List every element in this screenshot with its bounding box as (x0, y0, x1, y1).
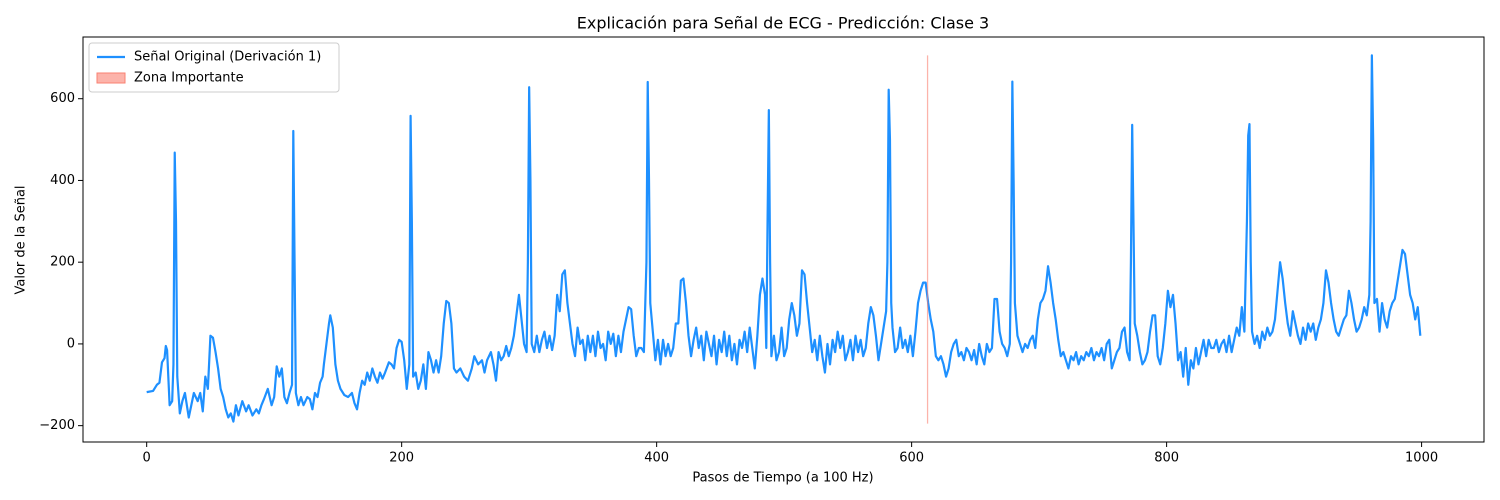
x-tick-label: 200 (389, 451, 414, 466)
y-axis-label: Valor de la Señal (14, 185, 29, 294)
legend-label: Señal Original (Derivación 1) (134, 50, 321, 65)
y-tick-label: 200 (50, 255, 75, 270)
signal-line (146, 54, 1422, 423)
legend-swatch (96, 72, 126, 84)
legend-box (88, 42, 340, 93)
x-tick-label: 400 (644, 451, 669, 466)
plot-area (146, 54, 1422, 424)
x-tick-label: 1000 (1405, 451, 1438, 466)
x-tick-label: 600 (899, 451, 924, 466)
x-tick-label: 800 (1154, 451, 1179, 466)
y-tick-label: −200 (39, 418, 75, 433)
axes-frame (82, 36, 1485, 443)
y-tick-label: 0 (67, 336, 75, 351)
y-tick-label: 600 (50, 91, 75, 106)
highlight-zone (926, 55, 929, 424)
x-axis-label: Pasos de Tiempo (a 100 Hz) (692, 471, 873, 486)
x-tick-label: 0 (143, 451, 151, 466)
y-tick-label: 400 (50, 173, 75, 188)
legend: Señal Original (Derivación 1) Zona Import… (88, 42, 340, 93)
legend-label: Zona Importante (134, 71, 244, 86)
chart-title: Explicación para Señal de ECG - Predicci… (577, 14, 989, 33)
